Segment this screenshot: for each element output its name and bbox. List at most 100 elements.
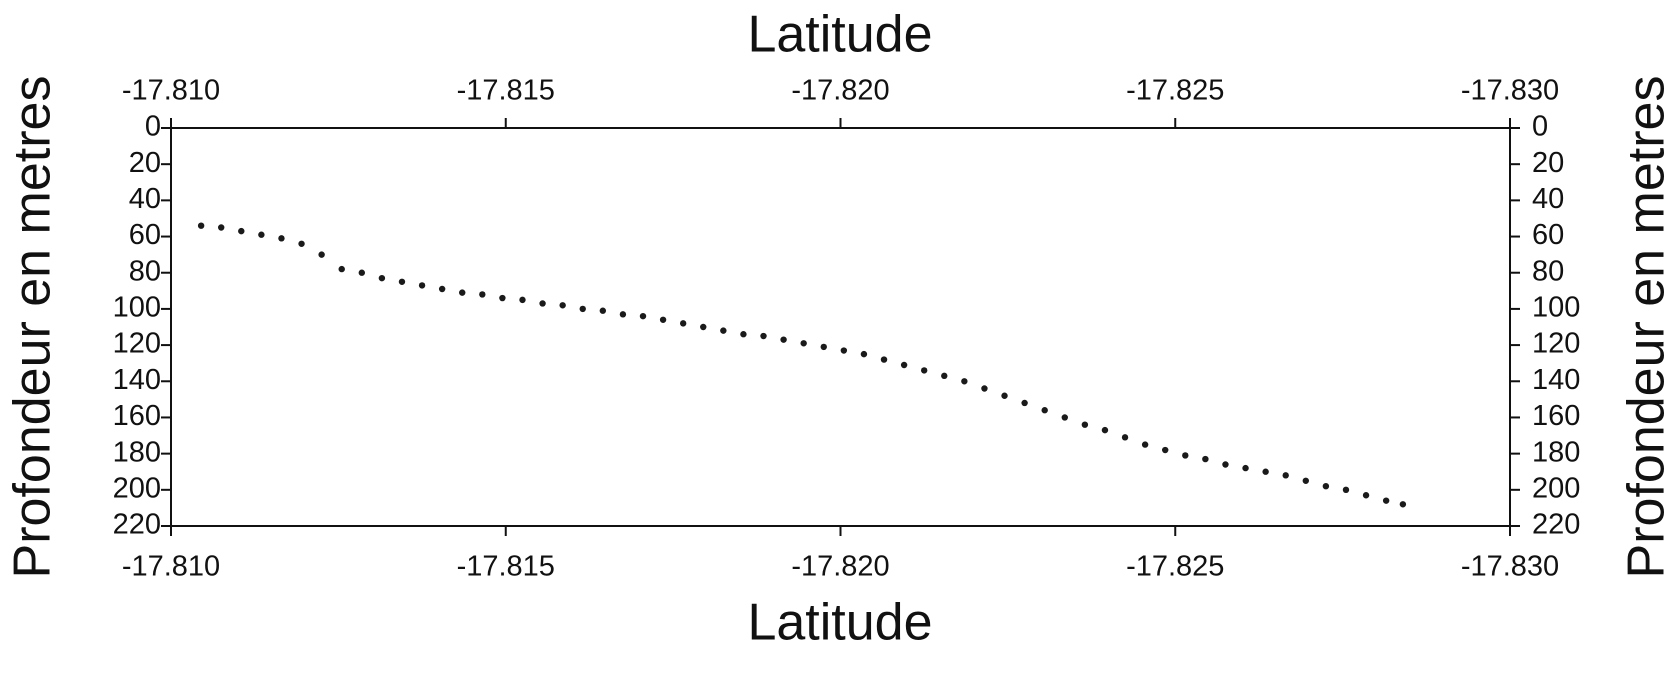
x-tick-label-top: -17.825: [1126, 75, 1224, 107]
y-axis-title-left: Profondeur en metres: [4, 76, 62, 579]
x-tick-label-top: -17.815: [457, 75, 555, 107]
y-tick-label-left: 220: [113, 509, 161, 541]
point: [218, 224, 225, 231]
x-axis-title-top: Latitude: [747, 6, 932, 64]
point: [499, 294, 506, 302]
point: [459, 289, 466, 296]
x-axis-title-bottom: Latitude: [747, 594, 932, 652]
point: [197, 222, 205, 229]
point: [981, 385, 988, 392]
y-tick-label-right: 160: [1532, 400, 1580, 432]
point: [1362, 492, 1370, 499]
point: [258, 231, 265, 238]
point: [800, 340, 807, 347]
y-tick-label-left: 60: [129, 219, 161, 251]
point: [941, 372, 948, 380]
y-tick-label-right: 180: [1532, 436, 1580, 468]
point: [1242, 464, 1249, 472]
point: [679, 320, 687, 327]
point: [1382, 497, 1390, 504]
point: [1322, 483, 1330, 490]
y-tick-label-right: 0: [1532, 111, 1548, 143]
y-tick-label-right: 120: [1532, 328, 1580, 360]
point: [1021, 399, 1028, 407]
point: [418, 282, 426, 289]
y-tick-label-left: 160: [113, 400, 161, 432]
point: [700, 323, 707, 331]
y-tick-label-left: 80: [129, 255, 161, 287]
point: [298, 240, 305, 247]
y-tick-label-left: 100: [113, 292, 161, 324]
y-tick-label-left: 180: [113, 436, 161, 468]
point: [479, 291, 486, 298]
point: [659, 316, 667, 323]
point: [1001, 392, 1008, 399]
point: [338, 265, 345, 273]
y-axis-title-right: Profondeur en metres: [1618, 76, 1676, 579]
x-tick-label-bottom: -17.815: [457, 551, 555, 583]
y-tick-label-right: 20: [1532, 147, 1564, 179]
plot-frame: [170, 127, 1511, 527]
point: [1262, 468, 1269, 475]
point: [840, 347, 848, 354]
point: [920, 367, 928, 374]
point: [1342, 486, 1350, 494]
point: [1101, 426, 1109, 434]
point: [639, 312, 647, 320]
y-tick-label-right: 220: [1532, 509, 1580, 541]
point: [820, 343, 827, 351]
y-tick-label-left: 140: [113, 364, 161, 396]
y-tick-label-left: 200: [113, 472, 161, 504]
point: [740, 331, 747, 338]
point: [378, 274, 386, 282]
point: [1121, 434, 1129, 441]
point: [519, 296, 526, 304]
x-tick-label-bottom: -17.825: [1126, 551, 1224, 583]
point: [720, 327, 727, 334]
point: [318, 251, 325, 258]
point: [438, 285, 446, 293]
point: [358, 269, 366, 276]
point: [1302, 477, 1310, 484]
x-tick-label-top: -17.820: [791, 75, 889, 107]
point: [278, 235, 285, 242]
y-tick-label-right: 40: [1532, 183, 1564, 215]
point: [1081, 421, 1089, 428]
y-tick-label-right: 140: [1532, 364, 1580, 396]
point: [1141, 441, 1149, 448]
point: [1041, 407, 1048, 414]
point: [579, 305, 586, 313]
point: [1222, 461, 1229, 468]
point: [398, 278, 406, 285]
point: [961, 378, 968, 385]
y-tick-label-right: 200: [1532, 472, 1580, 504]
point: [1399, 501, 1407, 508]
y-tick-label-left: 120: [113, 328, 161, 360]
point: [1061, 414, 1068, 421]
x-tick-label-bottom: -17.830: [1461, 551, 1559, 583]
y-tick-label-left: 0: [145, 111, 161, 143]
point: [238, 227, 245, 235]
point: [539, 300, 546, 307]
point: [1162, 446, 1169, 454]
point: [599, 307, 607, 314]
point: [760, 332, 767, 340]
x-tick-label-bottom: -17.810: [122, 551, 220, 583]
y-tick-label-left: 20: [129, 147, 161, 179]
point: [880, 356, 888, 363]
point: [1182, 452, 1189, 459]
x-tick-label-top: -17.810: [122, 75, 220, 107]
point: [559, 302, 566, 309]
point: [1282, 472, 1289, 479]
y-tick-label-right: 80: [1532, 255, 1564, 287]
y-tick-label-left: 40: [129, 183, 161, 215]
point: [780, 336, 787, 343]
x-tick-label-top: -17.830: [1461, 75, 1559, 107]
point: [619, 311, 627, 318]
y-tick-label-right: 100: [1532, 292, 1580, 324]
x-tick-label-bottom: -17.820: [791, 551, 889, 583]
point: [860, 350, 868, 358]
point: [900, 361, 908, 369]
y-tick-label-right: 60: [1532, 219, 1564, 251]
